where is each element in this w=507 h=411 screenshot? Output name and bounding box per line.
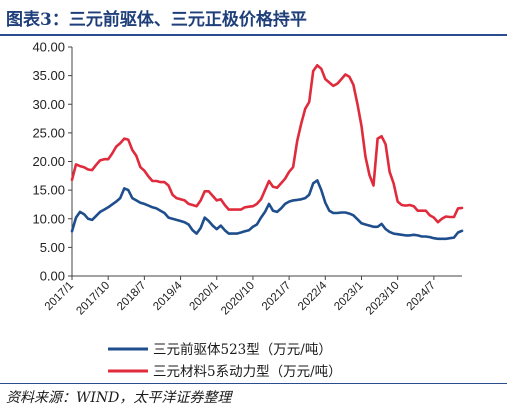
y-tick-label: 5.00 xyxy=(40,240,65,255)
x-tick-label: 2022/4 xyxy=(296,279,330,313)
x-tick-label: 2020/10 xyxy=(219,280,257,318)
series-line-2 xyxy=(70,64,464,224)
y-tick-label: 25.00 xyxy=(32,125,65,140)
figure-title: 图表3：三元前驱体、三元正极价格持平 xyxy=(6,10,307,30)
y-tick-label: 40.00 xyxy=(32,40,65,55)
x-tick-label: 2023/1 xyxy=(332,280,365,313)
source-divider xyxy=(0,383,507,384)
x-tick-label: 2021/7 xyxy=(260,280,293,313)
y-tick-label: 0.00 xyxy=(40,269,65,284)
y-tick-label: 30.00 xyxy=(32,97,65,112)
legend: 三元前驱体523型（万元/吨） 三元材料5系动力型（万元/吨） xyxy=(108,341,342,380)
x-tick-label: 2018/7 xyxy=(115,280,148,313)
x-tick-label: 2023/10 xyxy=(364,280,402,318)
y-tick-label: 35.00 xyxy=(32,68,65,83)
series-layer xyxy=(70,64,464,241)
x-tick-label: 2019/4 xyxy=(151,279,185,313)
legend-label-2: 三元材料5系动力型（万元/吨） xyxy=(153,364,342,380)
y-tick-label: 20.00 xyxy=(32,154,65,169)
x-tick-label: 2024/7 xyxy=(405,280,438,313)
x-tick-label: 2017/10 xyxy=(74,280,112,318)
source-note: 资料来源：WIND，太平洋证券整理 xyxy=(6,390,232,406)
y-tick-label: 15.00 xyxy=(32,183,65,198)
title-divider xyxy=(0,34,507,36)
y-tick-label: 10.00 xyxy=(32,211,65,226)
series-line-1 xyxy=(70,179,464,241)
x-tick-label: 2020/1 xyxy=(187,280,220,313)
x-tick-label: 2017/1 xyxy=(43,280,76,313)
legend-label-1: 三元前驱体523型（万元/吨） xyxy=(153,341,332,358)
y-axis: 0.00 5.00 10.00 15.00 20.00 25.00 30.00 35.00 40… xyxy=(32,40,73,284)
